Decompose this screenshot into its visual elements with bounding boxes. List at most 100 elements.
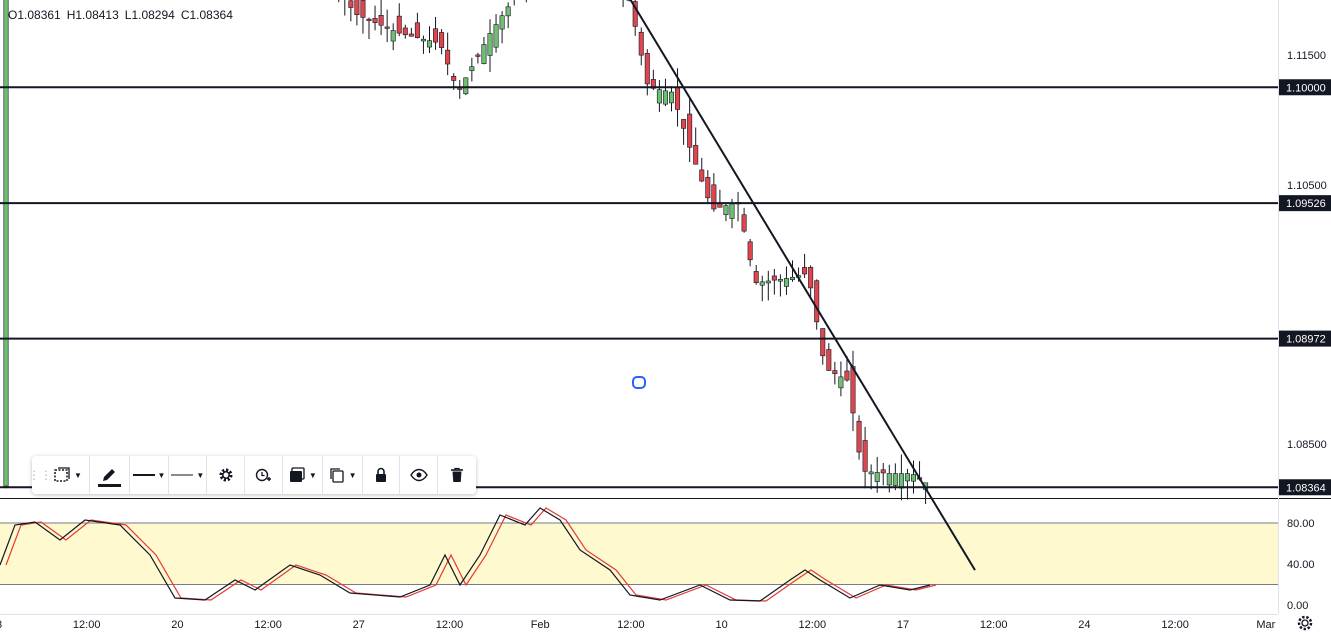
stoch-tick-label: 40.00 (1287, 559, 1315, 571)
lock-button[interactable] (363, 456, 401, 494)
time-tick-label: 12:00 (254, 619, 282, 631)
candle-body (826, 349, 832, 371)
candle-body (445, 49, 451, 65)
candle-body (426, 40, 432, 48)
line-width-icon (132, 474, 155, 476)
chevron-down-icon: ▼ (157, 470, 166, 480)
gear-teeth (1297, 615, 1313, 631)
candle-body (759, 281, 765, 286)
color-swatch (97, 484, 121, 487)
candle-body (463, 77, 469, 95)
candle-body (789, 276, 795, 280)
line-style-button[interactable]: ▼ (169, 456, 208, 494)
stoch-k-line (0, 507, 931, 602)
candle-body (644, 53, 650, 85)
ohlc-low: L1.08294 (124, 8, 175, 22)
candle-body (650, 79, 656, 89)
hide-button[interactable] (400, 456, 439, 494)
gear-hub (1301, 619, 1309, 627)
time-tick-label: 10 (715, 619, 727, 631)
candle-body (693, 145, 699, 165)
candle-body (814, 280, 820, 323)
trendline (629, 0, 976, 571)
visual-order-button[interactable]: ▼ (283, 456, 323, 494)
candle-body (378, 14, 384, 26)
candle-body (862, 440, 868, 472)
price-tick-label: 1.11500 (1287, 50, 1326, 62)
price-label-bg (1279, 195, 1331, 212)
candle-body (856, 420, 862, 453)
candle-body (632, 1, 638, 27)
candle-body (354, 0, 360, 16)
settings-button[interactable] (207, 456, 246, 494)
candle-body (898, 473, 904, 489)
stoch-tick-label: 0.00 (1287, 600, 1308, 612)
remove-button[interactable] (438, 456, 476, 494)
candle-body (723, 205, 729, 216)
candle-body (771, 275, 777, 281)
candle-body (402, 27, 408, 36)
time-tick-label: Feb (531, 619, 550, 631)
line-color-button[interactable] (90, 456, 130, 494)
price-label-bg (1279, 330, 1331, 347)
time-tick-label: 12:00 (436, 619, 464, 631)
candle-body (396, 15, 402, 34)
template-button[interactable]: ▼ (46, 456, 90, 494)
candle-body (874, 472, 880, 482)
time-tick-label: 12:00 (1161, 619, 1189, 631)
template-icon (54, 467, 70, 482)
candle-body (493, 24, 499, 48)
candle-body (832, 370, 838, 374)
line-style-icon (171, 474, 194, 476)
time-tick-label: 24 (1078, 619, 1090, 631)
candle-body (668, 91, 674, 104)
ohlc-legend: O1.08361 H1.08413 L1.08294 C1.08364 (8, 8, 239, 22)
candle-body (753, 271, 759, 283)
candle-body (880, 469, 886, 474)
time-tick-label: 13 (0, 619, 2, 631)
candle-body (505, 6, 511, 17)
price-label-bg (1279, 479, 1331, 496)
candle-body (433, 28, 439, 43)
price-tick-label: 1.08500 (1287, 439, 1327, 451)
ohlc-open: O1.08361 (8, 8, 61, 22)
alert-button[interactable] (245, 456, 283, 494)
candle-body (487, 33, 493, 56)
chevron-down-icon: ▼ (348, 470, 357, 480)
price-label: 1.10000 (1286, 82, 1326, 94)
line-width-button[interactable]: ▼ (130, 456, 170, 494)
candle-body (850, 366, 856, 414)
candle-body (717, 203, 723, 208)
time-tick-label: 27 (353, 619, 365, 631)
candle-body (802, 267, 808, 275)
gear-icon[interactable] (1297, 615, 1313, 631)
candle-body (820, 328, 826, 357)
clone-button[interactable]: ▼ (323, 456, 363, 494)
candle-body (366, 18, 372, 21)
gear-icon (219, 468, 233, 482)
candle-body (3, 0, 9, 487)
price-label: 1.08364 (1286, 482, 1326, 494)
candle-body (747, 241, 753, 261)
price-label: 1.09526 (1286, 198, 1326, 210)
candle-body (360, 0, 366, 18)
candle-body (838, 376, 844, 389)
candle-body (699, 169, 705, 182)
candle-body (681, 119, 687, 129)
stoch-tick-label: 80.00 (1287, 518, 1315, 530)
candle-body (439, 32, 445, 48)
candle-body (638, 31, 644, 56)
candle-body (765, 280, 771, 284)
candle-body (408, 33, 414, 37)
time-tick-label: 20 (171, 619, 183, 631)
drag-handle-icon[interactable]: ⋮⋮ (28, 468, 52, 482)
pencil-icon (103, 469, 116, 481)
candle-body (904, 473, 910, 482)
candle-body (414, 22, 420, 39)
alarm-clock-plus-icon (256, 468, 272, 482)
time-tick-label: 12:00 (73, 619, 101, 631)
copy-icon (330, 468, 344, 483)
candle-body (372, 18, 378, 23)
candle-body (886, 473, 892, 486)
